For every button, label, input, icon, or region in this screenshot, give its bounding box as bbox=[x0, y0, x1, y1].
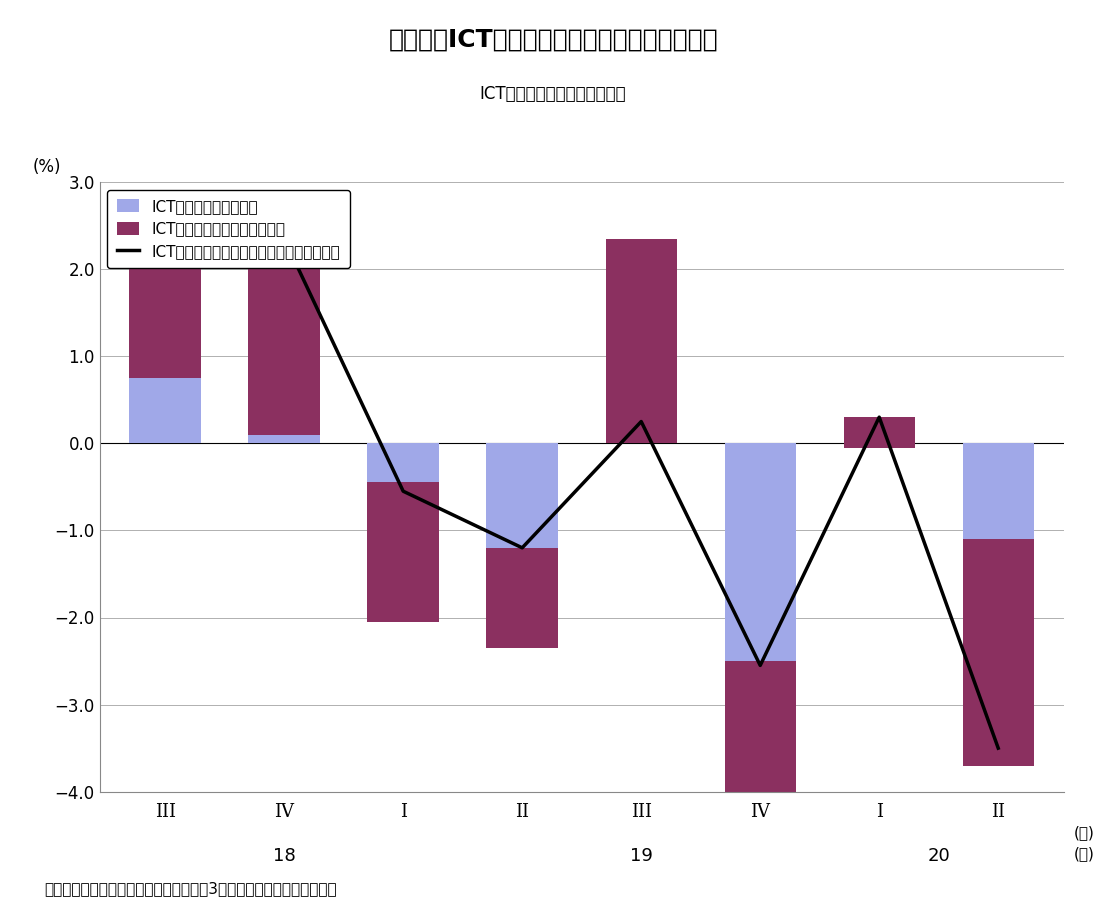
Text: (年): (年) bbox=[1074, 846, 1095, 862]
Text: （出所）経済産業省「鉱工業指数」「第3次産業活動指数」より作成。: （出所）経済産業省「鉱工業指数」「第3次産業活動指数」より作成。 bbox=[44, 882, 337, 896]
Bar bbox=[486, 548, 558, 648]
Bar bbox=[963, 539, 1034, 765]
Bar bbox=[368, 443, 439, 622]
Bar bbox=[963, 443, 1034, 539]
Text: (%): (%) bbox=[32, 158, 61, 176]
Bar bbox=[843, 417, 915, 448]
Bar bbox=[130, 378, 201, 443]
Bar bbox=[843, 443, 915, 448]
Text: (期): (期) bbox=[1074, 825, 1095, 840]
Bar bbox=[725, 443, 796, 661]
Legend: ICT関連財指標・寄与度, ICT関連サービス指標・寄与度, ICT関連財・サービス総合指標・前年同期比: ICT関連財指標・寄与度, ICT関連サービス指標・寄与度, ICT関連財・サー… bbox=[107, 189, 350, 268]
Text: 図表２　ICT関連財・サービス総合指標の推移: 図表２ ICT関連財・サービス総合指標の推移 bbox=[389, 27, 719, 51]
Bar bbox=[248, 243, 320, 435]
Bar bbox=[130, 256, 201, 378]
Bar bbox=[248, 435, 320, 443]
Bar bbox=[368, 482, 439, 622]
Bar bbox=[605, 238, 677, 443]
Bar bbox=[486, 443, 558, 648]
Text: 20: 20 bbox=[927, 846, 950, 864]
Text: ICT関連財・サービス総合指標: ICT関連財・サービス総合指標 bbox=[480, 85, 626, 103]
Text: 19: 19 bbox=[629, 846, 653, 864]
Bar bbox=[725, 661, 796, 801]
Text: 18: 18 bbox=[273, 846, 296, 864]
